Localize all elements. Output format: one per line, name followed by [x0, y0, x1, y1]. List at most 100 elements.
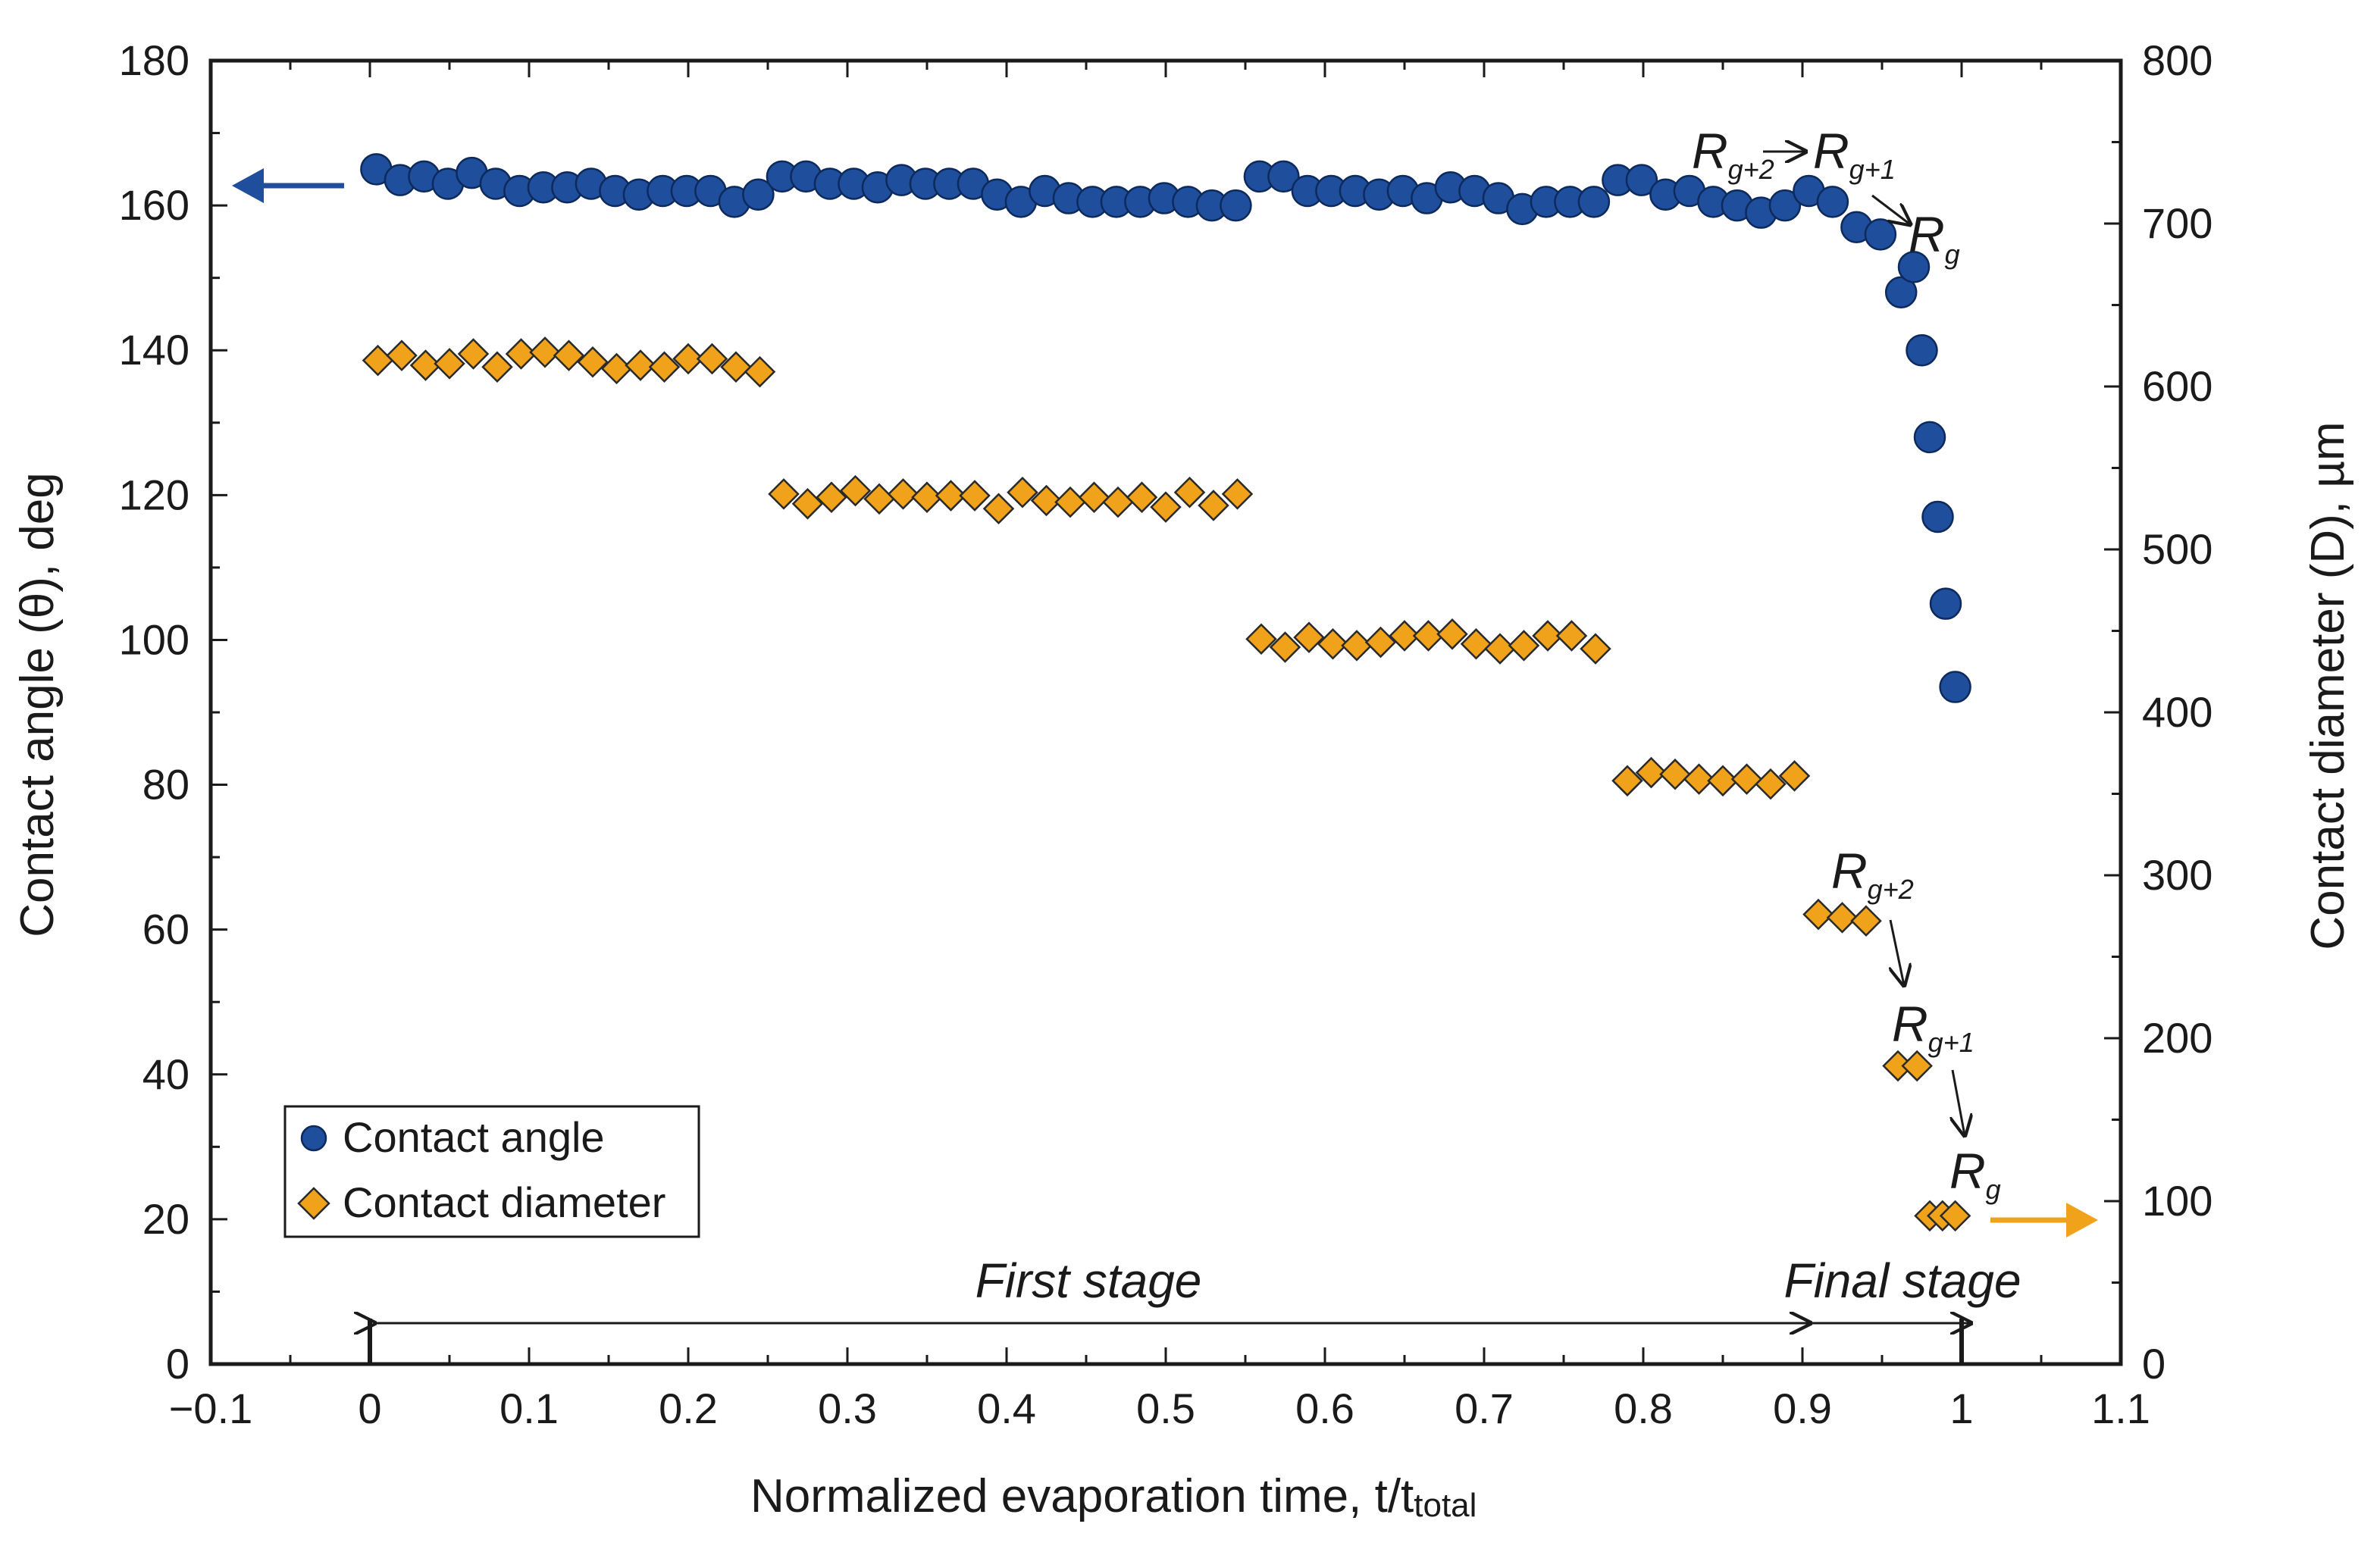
contact-diameter-point — [1221, 478, 1254, 510]
diam-label-rg: Rg — [1949, 1143, 2001, 1205]
contact-diameter-point — [505, 338, 537, 370]
contact-diameter-point — [1755, 768, 1787, 800]
x-axis-title: Normalized evaporation time, t/ttotal — [750, 1470, 1477, 1524]
contact-angle-point — [1577, 186, 1611, 218]
left-axis-arrow-indicator — [232, 168, 344, 203]
x-tick-label: 0 — [358, 1385, 381, 1432]
y-right-tick-label: 800 — [2142, 36, 2212, 84]
x-tick-label: 1.1 — [2091, 1385, 2150, 1432]
x-tick-label: 0.4 — [977, 1385, 1036, 1432]
contact-diameter-point — [1580, 633, 1611, 665]
contact-angle-point — [1906, 333, 1938, 367]
tick-layer: −0.1 0 0.1 0.2 0.3 0.4 0.5 0.6 0.7 0.8 0.9 1 1.10204… — [119, 36, 2213, 1432]
contact-diameter-point — [1389, 620, 1420, 652]
contact-diameter-point — [1078, 481, 1110, 513]
contact-diameter-point — [1412, 620, 1445, 652]
x-tick-label: 0.7 — [1455, 1385, 1514, 1432]
contact-diameter-point — [1173, 476, 1206, 508]
contact-diameter-point — [1436, 618, 1468, 650]
contact-diameter-point — [553, 340, 585, 371]
contact-diameter-point — [1460, 627, 1492, 660]
x-axis-title-main: Normalized evaporation time, t/t — [750, 1470, 1414, 1522]
diam-label-rg2: Rg+2 — [1831, 843, 1914, 905]
x-tick-label: 0.6 — [1295, 1385, 1354, 1432]
right-axis-arrow-indicator — [1990, 1203, 2098, 1238]
angle-region-labels: Rg+2 Rg+1 Rg — [1692, 123, 1960, 270]
diam-arrow-rg1-rg — [1953, 1069, 1965, 1135]
contact-diameter-point — [386, 340, 418, 371]
angle-label-rg2: Rg+2 — [1692, 123, 1774, 185]
contact-diameter-point — [1635, 756, 1668, 789]
contact-diameter-point — [1508, 630, 1540, 662]
contact-diameter-point — [1030, 484, 1063, 517]
contact-diameter-point — [768, 478, 800, 510]
first-stage-label: First stage — [975, 1253, 1202, 1308]
x-tick-label: −0.1 — [169, 1385, 253, 1432]
y-right-tick-label: 200 — [2142, 1014, 2212, 1062]
y-left-tick-label: 80 — [142, 761, 189, 809]
contact-diameter-point — [1778, 760, 1811, 792]
contact-diameter-point — [1707, 765, 1739, 797]
contact-diameter-point — [887, 478, 919, 510]
diam-label-rg1: Rg+1 — [1892, 996, 1974, 1058]
legend-marker-contact-angle — [300, 1125, 327, 1152]
x-tick-label: 1 — [1949, 1385, 1973, 1432]
legend-box — [283, 1105, 700, 1238]
contact-diameter-point — [600, 352, 633, 385]
legend-label-contact-angle: Contact angle — [343, 1113, 605, 1161]
contact-diameter-point — [1102, 486, 1134, 518]
contact-angle-point — [1768, 189, 1802, 222]
contact-diameter-point — [1364, 626, 1397, 659]
y-right-tick-label: 300 — [2142, 851, 2212, 899]
contact-diameter-point — [1007, 476, 1038, 508]
x-tick-label: 0.5 — [1136, 1385, 1195, 1432]
x-tick-label: 0.2 — [659, 1385, 718, 1432]
contact-angle-point — [1884, 276, 1918, 309]
contact-diameter-point — [577, 346, 609, 378]
contact-diameter-point — [1802, 898, 1834, 931]
contact-diameter-point — [1901, 1050, 1933, 1082]
y-right-tick-label: 400 — [2142, 688, 2212, 736]
final-stage-label: Final stage — [1783, 1253, 2021, 1308]
contact-angle-point — [1625, 164, 1658, 196]
contact-angle-series — [360, 153, 1971, 703]
angle-label-rg: Rg — [1909, 206, 1960, 270]
right-axis-arrow-head — [2066, 1203, 2098, 1238]
contact-diameter-point — [1198, 490, 1229, 521]
legend: Contact angle Contact diameter — [283, 1105, 700, 1238]
contact-angle-point — [1939, 671, 1971, 703]
contact-diameter-point — [457, 338, 490, 370]
contact-diameter-point — [625, 349, 656, 381]
contact-diameter-point — [1730, 763, 1763, 795]
y-left-tick-label: 180 — [119, 36, 189, 84]
left-axis-arrow-head — [232, 168, 264, 203]
contact-angle-point — [1220, 189, 1252, 222]
y-axis-title-right: Contact diameter (D), µm — [2302, 421, 2354, 950]
contact-diameter-point — [696, 343, 728, 375]
contact-angle-point — [1929, 587, 1962, 620]
x-tick-label: 0.9 — [1773, 1385, 1832, 1432]
contact-diameter-point — [1611, 765, 1643, 797]
y-right-tick-label: 0 — [2142, 1340, 2165, 1388]
contact-angle-point — [1921, 500, 1954, 534]
contact-diameter-point — [481, 351, 513, 383]
y-left-tick-label: 120 — [119, 471, 189, 518]
contact-diameter-point — [1484, 633, 1516, 665]
contact-diameter-point — [911, 481, 943, 513]
contact-diameter-point — [648, 351, 681, 383]
legend-marker-contact-diameter — [297, 1187, 330, 1220]
contact-diameter-point — [1317, 627, 1349, 660]
legend-label-contact-diameter: Contact diameter — [343, 1178, 665, 1226]
diam-arrow-rg2-rg1 — [1890, 919, 1904, 985]
contact-diameter-point — [816, 481, 847, 513]
x-tick-label: 0.8 — [1614, 1385, 1673, 1432]
contact-diameter-point — [1341, 630, 1373, 662]
x-tick-label: 0.3 — [818, 1385, 877, 1432]
contact-angle-point — [742, 178, 775, 211]
contact-angle-point — [1897, 251, 1931, 283]
contact-diameter-point — [1683, 763, 1715, 795]
first-stage-annotation: First stage — [374, 1253, 1810, 1323]
y-left-tick-label: 140 — [119, 326, 189, 374]
y-left-tick-label: 40 — [142, 1050, 189, 1098]
y-left-tick-label: 0 — [166, 1340, 189, 1388]
